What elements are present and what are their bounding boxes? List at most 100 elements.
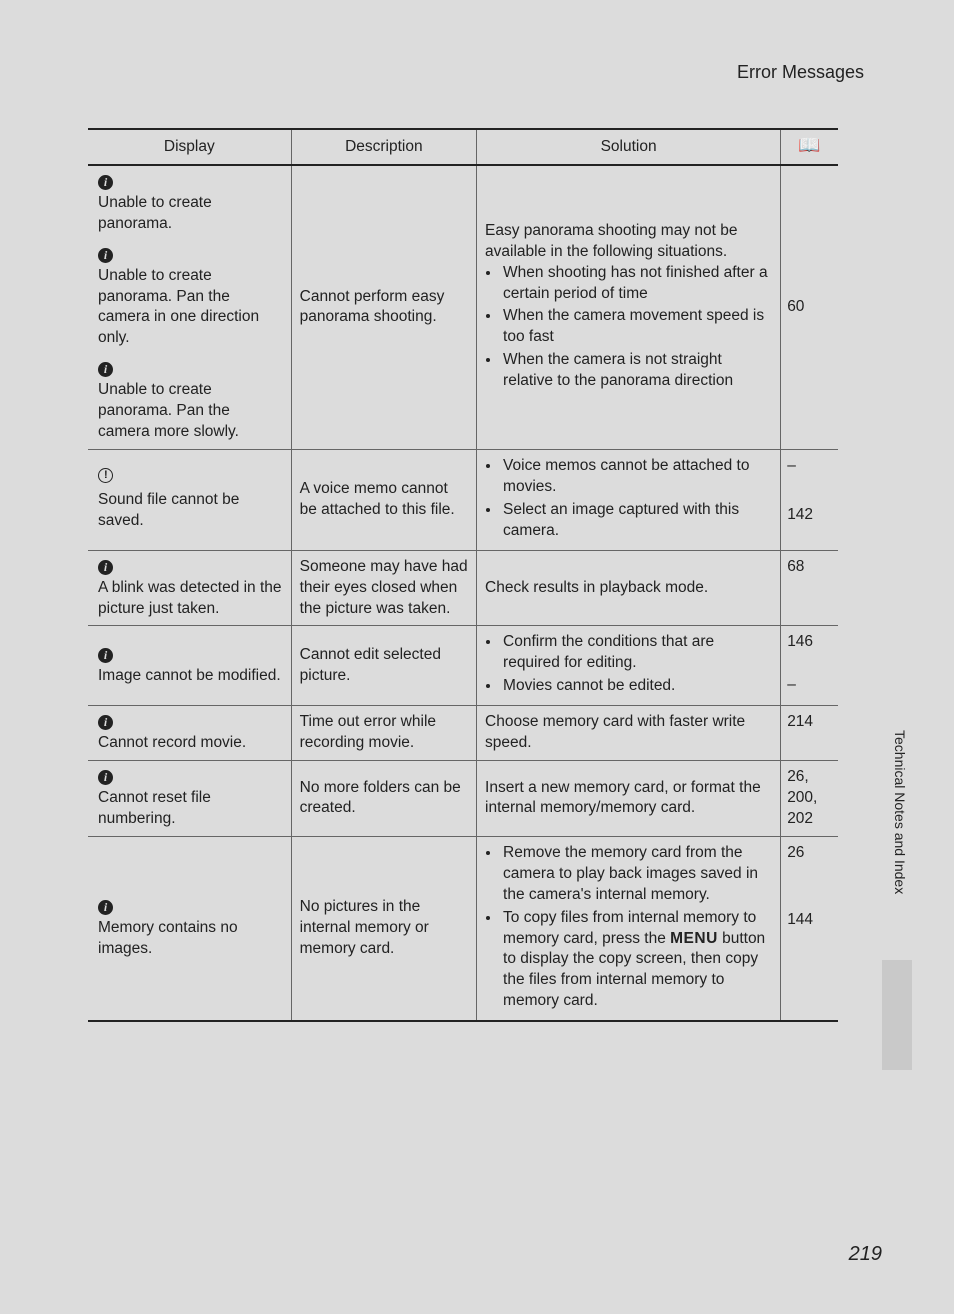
table-row: iCannot record movie.Time out error whil… — [88, 706, 838, 761]
solution-item: Movies cannot be edited. — [501, 676, 772, 697]
cell-page-ref: 60 — [781, 165, 838, 450]
display-message: i Unable to create panorama. — [98, 172, 283, 235]
display-text: Unable to create panorama. — [98, 193, 283, 235]
cell-description: Cannot edit selected picture. — [291, 626, 476, 706]
page-number: 219 — [849, 1243, 882, 1266]
table-row: Sound file cannot be saved.A voice memo … — [88, 449, 838, 550]
solution-item: When shooting has not finished after a c… — [501, 263, 772, 305]
cell-display: i Image cannot be modified. — [88, 626, 291, 706]
page-ref: 60 — [787, 297, 832, 318]
cell-solution: Remove the memory card from the camera t… — [477, 836, 781, 1021]
display-message: i Unable to create panorama. Pan the came… — [98, 359, 283, 443]
cell-page-ref: 146 – — [781, 626, 838, 706]
error-messages-table: Display Description Solution 📖 i Unable t… — [88, 128, 838, 1022]
table-header-row: Display Description Solution 📖 — [88, 129, 838, 165]
solution-list: Remove the memory card from the camera t… — [485, 843, 772, 1012]
cell-description: No more folders can be created. — [291, 761, 476, 837]
info-icon: i — [98, 175, 113, 190]
page-ref: 68 — [787, 557, 832, 578]
solution-list: Voice memos cannot be attached to movies… — [485, 456, 772, 542]
info-icon: i — [98, 248, 113, 263]
display-message: i Unable to create panorama. Pan the came… — [98, 245, 283, 350]
cell-page-ref: 26, 200, 202 — [781, 761, 838, 837]
solution-text: Choose memory card with faster write spe… — [485, 712, 772, 754]
page-ref: 26 — [787, 843, 832, 864]
table-row: i A blink was detected in the picture jus… — [88, 550, 838, 626]
table-row: i Unable to create panorama. i Unable to cr… — [88, 165, 838, 450]
display-message: i Image cannot be modified. — [98, 645, 283, 687]
cell-display: i Memory contains no images. — [88, 836, 291, 1021]
solution-item: To copy files from internal memory to me… — [501, 908, 772, 1013]
page-ref: 26, 200, 202 — [787, 767, 832, 830]
page-ref: – — [787, 456, 832, 477]
cell-solution: Check results in playback mode. — [477, 550, 781, 626]
menu-button-label: MENU — [670, 930, 718, 947]
table-body: i Unable to create panorama. i Unable to cr… — [88, 165, 838, 1021]
solution-item: When the camera movement speed is too fa… — [501, 306, 772, 348]
solution-text: Check results in playback mode. — [485, 578, 772, 599]
display-text: Memory contains no images. — [98, 918, 283, 960]
col-display: Display — [88, 129, 291, 165]
cell-page-ref: 68 — [781, 550, 838, 626]
display-text: Cannot reset file numbering. — [98, 788, 283, 830]
display-text: Unable to create panorama. Pan the camer… — [98, 380, 283, 443]
info-icon: i — [98, 648, 113, 663]
page-ref: 144 — [787, 910, 832, 931]
col-solution: Solution — [477, 129, 781, 165]
warning-icon — [98, 468, 113, 483]
table-row: i Memory contains no images.No pictures i… — [88, 836, 838, 1021]
display-text: Sound file cannot be saved. — [98, 490, 283, 532]
cell-page-ref: 214 — [781, 706, 838, 761]
page-ref: 214 — [787, 712, 832, 733]
cell-display: Sound file cannot be saved. — [88, 449, 291, 550]
cell-description: Someone may have had their eyes closed w… — [291, 550, 476, 626]
display-message: iCannot record movie. — [98, 712, 283, 754]
cell-solution: Choose memory card with faster write spe… — [477, 706, 781, 761]
solution-item: Confirm the conditions that are required… — [501, 632, 772, 674]
solution-item: When the camera is not straight relative… — [501, 350, 772, 392]
page-ref: 146 — [787, 632, 832, 653]
cell-solution: Insert a new memory card, or format the … — [477, 761, 781, 837]
manual-page: Error Messages Display Description Solut… — [0, 0, 954, 1314]
thumb-tab — [882, 960, 912, 1070]
solution-intro: Easy panorama shooting may not be availa… — [485, 221, 772, 263]
section-side-label: Technical Notes and Index — [888, 730, 908, 894]
page-ref: – — [787, 675, 832, 696]
display-text: A blink was detected in the picture just… — [98, 578, 283, 620]
cell-description: Cannot perform easy panorama shooting. — [291, 165, 476, 450]
page-header: Error Messages — [737, 62, 864, 83]
col-description: Description — [291, 129, 476, 165]
solution-item: Select an image captured with this camer… — [501, 500, 772, 542]
solution-list: Confirm the conditions that are required… — [485, 632, 772, 697]
cell-description: Time out error while recording movie. — [291, 706, 476, 761]
solution-text: Insert a new memory card, or format the … — [485, 778, 772, 820]
book-icon: 📖 — [798, 136, 820, 154]
cell-description: A voice memo cannot be attached to this … — [291, 449, 476, 550]
cell-display: i Unable to create panorama. i Unable to cr… — [88, 165, 291, 450]
cell-description: No pictures in the internal memory or me… — [291, 836, 476, 1021]
info-icon: i — [98, 362, 113, 377]
display-message: i Memory contains no images. — [98, 897, 283, 960]
cell-page-ref: – 142 — [781, 449, 838, 550]
solution-item: Voice memos cannot be attached to movies… — [501, 456, 772, 498]
info-icon: i — [98, 715, 113, 730]
cell-page-ref: 26 144 — [781, 836, 838, 1021]
solution-list: When shooting has not finished after a c… — [485, 263, 772, 393]
cell-solution: Confirm the conditions that are required… — [477, 626, 781, 706]
info-icon: i — [98, 560, 113, 575]
cell-solution: Voice memos cannot be attached to movies… — [477, 449, 781, 550]
cell-display: iCannot record movie. — [88, 706, 291, 761]
page-ref: 142 — [787, 505, 832, 526]
table-row: i Image cannot be modified. Cannot edit se… — [88, 626, 838, 706]
display-text: Unable to create panorama. Pan the camer… — [98, 266, 283, 350]
cell-solution: Easy panorama shooting may not be availa… — [477, 165, 781, 450]
display-message: i Cannot reset file numbering. — [98, 767, 283, 830]
display-text: Image cannot be modified. — [98, 666, 283, 687]
col-page-ref: 📖 — [781, 129, 838, 165]
cell-display: i A blink was detected in the picture jus… — [88, 550, 291, 626]
info-icon: i — [98, 770, 113, 785]
info-icon: i — [98, 900, 113, 915]
table-row: i Cannot reset file numbering.No more fol… — [88, 761, 838, 837]
cell-display: i Cannot reset file numbering. — [88, 761, 291, 837]
display-message: Sound file cannot be saved. — [98, 468, 283, 532]
